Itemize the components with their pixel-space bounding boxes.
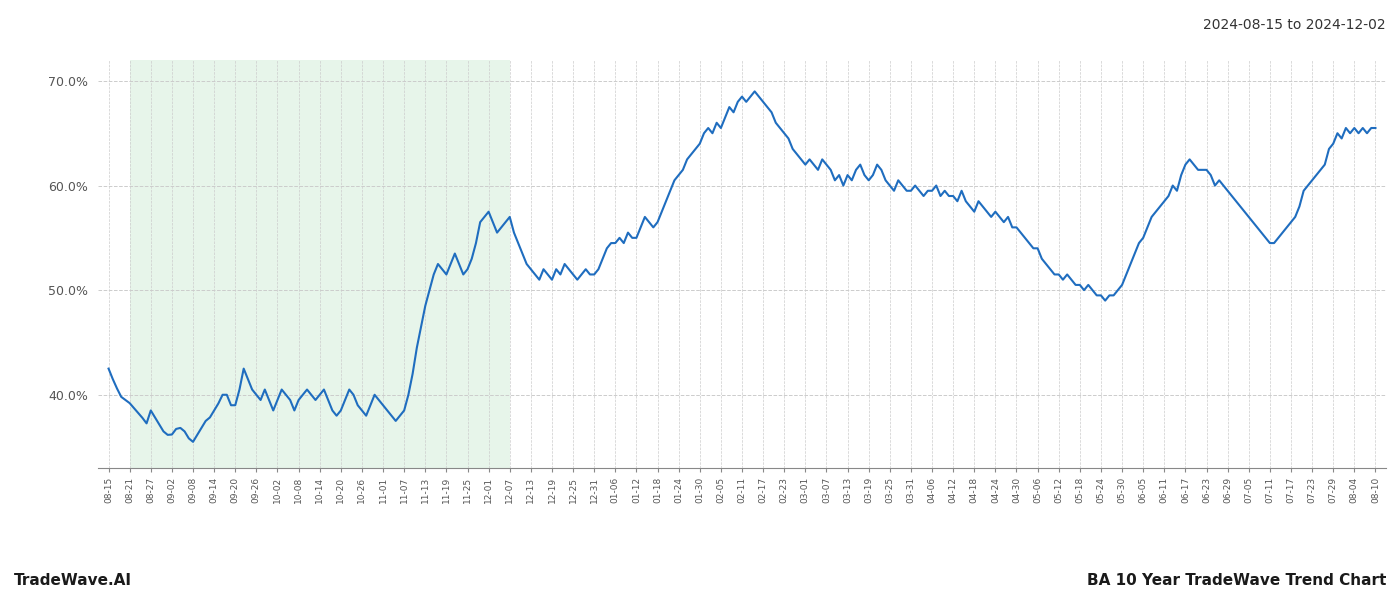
Bar — [130, 60, 510, 468]
Text: BA 10 Year TradeWave Trend Chart: BA 10 Year TradeWave Trend Chart — [1086, 573, 1386, 588]
Text: TradeWave.AI: TradeWave.AI — [14, 573, 132, 588]
Text: 2024-08-15 to 2024-12-02: 2024-08-15 to 2024-12-02 — [1204, 18, 1386, 32]
